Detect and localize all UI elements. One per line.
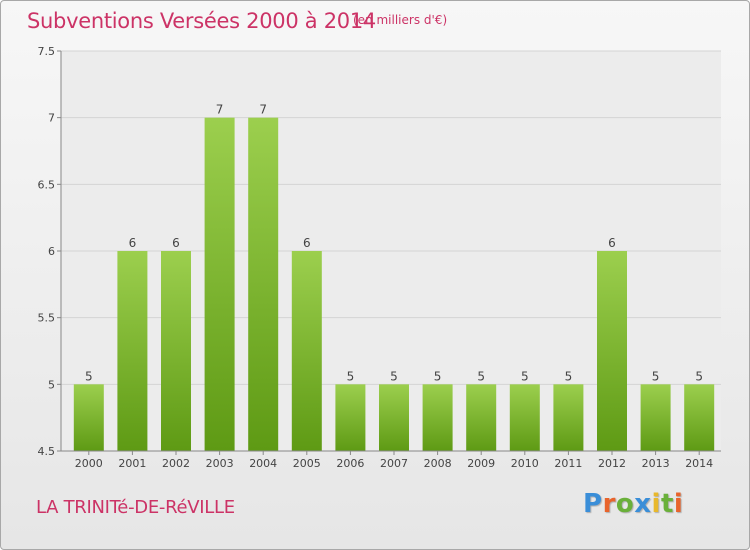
x-tick-label: 2006 (336, 457, 364, 470)
chart-title: Subventions Versées 2000 à 2014 (27, 9, 376, 33)
data-label: 5 (477, 369, 485, 383)
y-tick-label: 4.5 (38, 445, 56, 458)
bar-2007 (379, 384, 409, 451)
bar-2012 (597, 251, 627, 451)
y-tick-label: 5 (48, 378, 55, 391)
data-label: 5 (652, 369, 660, 383)
bar-2002 (161, 251, 191, 451)
y-tick-label: 6 (48, 245, 55, 258)
data-label: 6 (172, 236, 180, 250)
bar-2004 (248, 117, 279, 452)
x-tick-label: 2000 (75, 457, 103, 470)
data-label: 5 (434, 369, 442, 383)
y-tick-label: 6.5 (38, 178, 56, 191)
x-tick-label: 2001 (118, 457, 146, 470)
x-tick-label: 2007 (380, 457, 408, 470)
x-tick-label: 2013 (642, 457, 670, 470)
x-tick-label: 2010 (511, 457, 539, 470)
logo-letter: P (583, 489, 603, 519)
bar-2001 (117, 251, 148, 451)
x-tick-label: 2008 (424, 457, 452, 470)
logo-letter: t (660, 489, 674, 519)
data-label: 7 (216, 103, 224, 117)
data-label: 5 (695, 369, 703, 383)
data-label: 7 (259, 103, 267, 117)
data-label: 6 (129, 236, 137, 250)
x-tick-label: 2012 (598, 457, 626, 470)
logo-letter: x (634, 489, 652, 519)
logo-letter: i (673, 489, 684, 519)
bar-2006 (335, 384, 366, 451)
bar-2000 (73, 384, 104, 451)
labels: 4.5 5 5.5 6 6.5 7 7.5 5 2000 6 2001 6 2002 7 2003 7 2004… (38, 45, 714, 470)
bar-2008 (422, 384, 453, 451)
data-label: 6 (608, 236, 616, 250)
data-label: 5 (390, 369, 398, 383)
data-label: 5 (521, 369, 529, 383)
bar-2009 (466, 384, 497, 451)
x-tick-label: 2009 (467, 457, 495, 470)
bars (73, 117, 715, 452)
y-tick-label: 5.5 (38, 312, 56, 325)
data-label: 5 (347, 369, 355, 383)
x-tick-label: 2011 (554, 457, 582, 470)
y-tick-label: 7 (48, 112, 55, 125)
x-tick-label: 2002 (162, 457, 190, 470)
data-label: 5 (565, 369, 573, 383)
bar-2011 (553, 384, 584, 451)
logo-letter: o (615, 489, 635, 519)
x-tick-label: 2014 (685, 457, 713, 470)
x-tick-label: 2003 (206, 457, 234, 470)
y-tick-label: 7.5 (38, 45, 56, 58)
bar-2003 (204, 117, 235, 452)
commune-name: LA TRINITé-DE-RéVILLE (36, 497, 235, 518)
bar-2005 (291, 251, 322, 451)
chart-subtitle: (en milliers d'€) (353, 13, 448, 27)
data-label: 5 (85, 369, 93, 383)
axes (57, 50, 721, 455)
bar-2014 (684, 384, 715, 451)
x-tick-label: 2004 (249, 457, 277, 470)
x-tick-label: 2005 (293, 457, 321, 470)
logo-letter: r (602, 489, 616, 519)
logo-letter: i (651, 489, 661, 519)
data-label: 6 (303, 236, 311, 250)
proxiti-logo: Proxiti (583, 489, 683, 519)
bar-2013 (640, 384, 671, 451)
bar-2010 (509, 384, 540, 451)
